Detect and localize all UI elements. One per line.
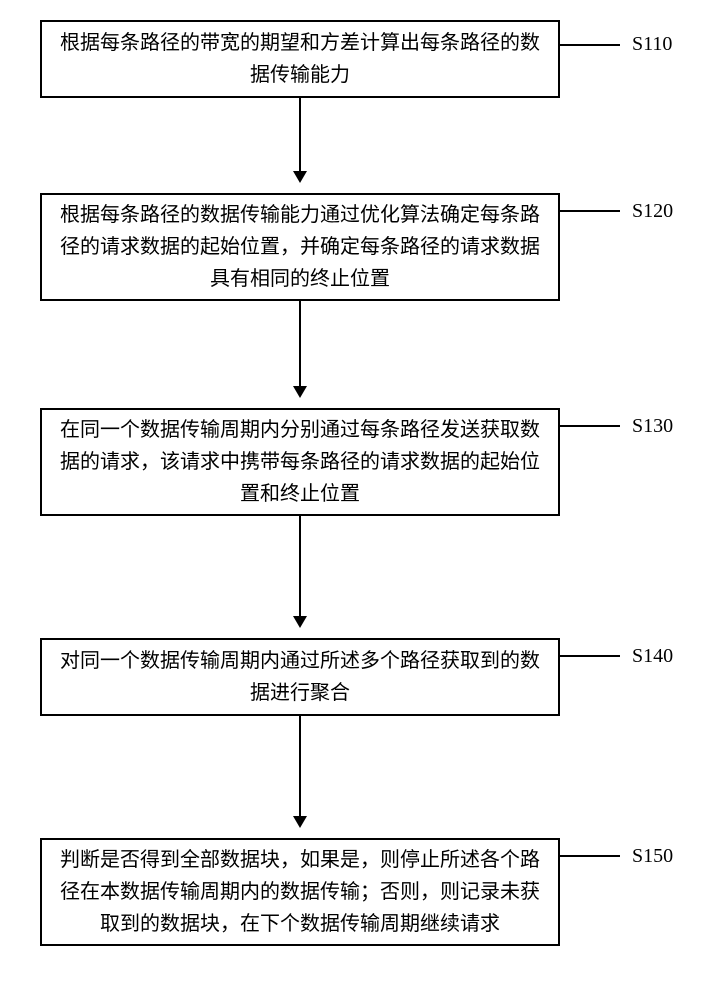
step-label-s140: S140 <box>632 645 673 668</box>
step-label-s130: S130 <box>632 415 673 438</box>
connector-line <box>560 210 620 212</box>
connector-line <box>560 855 620 857</box>
flowchart-node-5: 判断是否得到全部数据块，如果是，则停止所述各个路径在本数据传输周期内的数据传输；… <box>40 838 560 946</box>
node-text: 根据每条路径的数据传输能力通过优化算法确定每条路径的请求数据的起始位置，并确定每… <box>58 199 542 295</box>
arrow-down <box>299 301 301 396</box>
connector-line <box>560 655 620 657</box>
arrow-down <box>299 516 301 626</box>
flowchart-node-1: 根据每条路径的带宽的期望和方差计算出每条路径的数据传输能力 <box>40 20 560 98</box>
node-text: 对同一个数据传输周期内通过所述多个路径获取到的数据进行聚合 <box>58 645 542 709</box>
node-text: 在同一个数据传输周期内分别通过每条路径发送获取数据的请求，该请求中携带每条路径的… <box>58 414 542 510</box>
node-text: 根据每条路径的带宽的期望和方差计算出每条路径的数据传输能力 <box>58 27 542 91</box>
connector-line <box>560 44 620 46</box>
flowchart-container: 根据每条路径的带宽的期望和方差计算出每条路径的数据传输能力 S110 根据每条路… <box>0 0 728 1000</box>
connector-line <box>560 425 620 427</box>
step-label-s120: S120 <box>632 200 673 223</box>
step-label-s150: S150 <box>632 845 673 868</box>
flowchart-node-4: 对同一个数据传输周期内通过所述多个路径获取到的数据进行聚合 <box>40 638 560 716</box>
node-text: 判断是否得到全部数据块，如果是，则停止所述各个路径在本数据传输周期内的数据传输；… <box>58 844 542 940</box>
flowchart-node-3: 在同一个数据传输周期内分别通过每条路径发送获取数据的请求，该请求中携带每条路径的… <box>40 408 560 516</box>
flowchart-node-2: 根据每条路径的数据传输能力通过优化算法确定每条路径的请求数据的起始位置，并确定每… <box>40 193 560 301</box>
arrow-down <box>299 716 301 826</box>
step-label-s110: S110 <box>632 33 672 56</box>
arrow-down <box>299 98 301 181</box>
